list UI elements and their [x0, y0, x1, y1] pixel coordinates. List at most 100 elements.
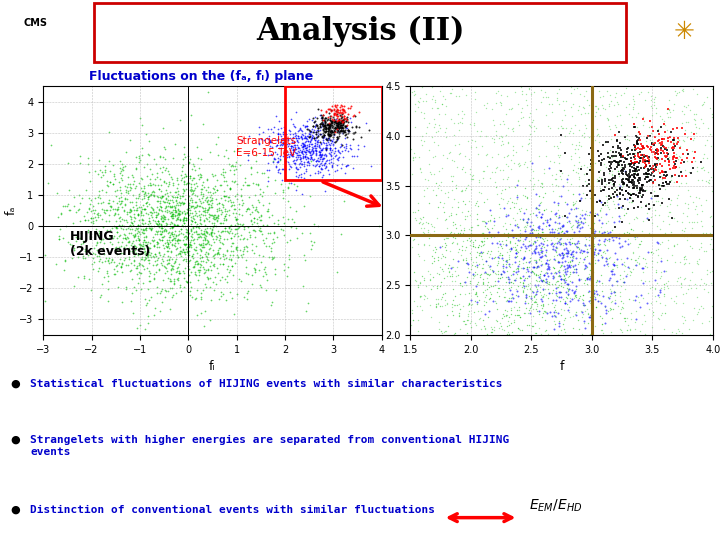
Point [323, 123, 335, 131]
Point [603, 294, 614, 302]
Point [647, 123, 658, 131]
Point [220, 227, 231, 235]
Point [82, 160, 94, 168]
Point [618, 266, 629, 275]
Point [222, 159, 234, 168]
Point [307, 161, 319, 170]
Point [484, 293, 495, 302]
Point [305, 136, 317, 144]
Point [117, 166, 128, 175]
Point [148, 274, 160, 283]
Point [565, 205, 577, 213]
Point [606, 167, 618, 176]
Point [454, 325, 466, 333]
Point [524, 130, 536, 138]
Point [690, 116, 701, 125]
Point [539, 270, 550, 279]
Point [463, 289, 474, 298]
Point [436, 163, 448, 172]
Point [130, 198, 141, 207]
Point [179, 282, 190, 291]
Point [524, 284, 536, 292]
Point [669, 136, 680, 145]
Point [521, 285, 533, 293]
Point [148, 206, 159, 214]
Point [603, 293, 614, 301]
Point [561, 228, 572, 237]
Point [142, 188, 153, 197]
Point [552, 224, 564, 232]
Point [418, 192, 430, 200]
Point [629, 170, 640, 179]
Point [528, 122, 539, 130]
Point [169, 220, 181, 229]
Point [166, 262, 178, 271]
Point [635, 191, 647, 199]
Text: ✳: ✳ [673, 21, 695, 44]
Point [168, 275, 180, 284]
Point [501, 307, 513, 315]
Point [178, 274, 189, 282]
Point [135, 268, 147, 277]
Point [354, 107, 365, 116]
Point [522, 146, 534, 155]
Point [127, 202, 138, 211]
Point [318, 161, 330, 170]
Point [574, 254, 585, 262]
Point [701, 177, 712, 185]
Point [449, 232, 461, 240]
Point [593, 157, 604, 165]
Point [138, 192, 150, 201]
Point [138, 242, 149, 251]
Point [533, 276, 544, 285]
Point [573, 220, 585, 228]
Point [642, 170, 653, 178]
Point [483, 282, 495, 291]
Point [496, 133, 508, 141]
Point [552, 201, 564, 210]
Point [449, 292, 461, 301]
Point [469, 297, 480, 306]
Point [433, 180, 445, 189]
Point [614, 151, 626, 159]
Point [652, 156, 664, 165]
Point [184, 186, 196, 194]
Point [311, 126, 323, 134]
Point [312, 124, 324, 132]
Point [196, 229, 207, 238]
Point [567, 295, 578, 303]
Point [562, 262, 574, 271]
Point [296, 134, 307, 143]
Point [561, 97, 572, 106]
Point [289, 138, 300, 146]
Point [692, 163, 703, 172]
Point [228, 231, 239, 240]
Point [320, 118, 331, 127]
Point [593, 227, 605, 235]
Point [259, 268, 271, 276]
Point [658, 279, 670, 288]
Point [469, 308, 480, 316]
Point [649, 150, 660, 158]
Point [518, 253, 530, 261]
Point [310, 136, 321, 144]
Point [224, 222, 235, 231]
Point [675, 280, 687, 288]
Point [597, 292, 608, 300]
Point [76, 193, 88, 202]
Point [494, 284, 505, 292]
Point [107, 180, 119, 189]
Point [331, 105, 343, 114]
Point [519, 234, 531, 243]
Point [652, 165, 664, 173]
Point [495, 273, 506, 282]
Point [582, 221, 594, 230]
Point [436, 100, 448, 109]
Point [324, 141, 336, 150]
Point [626, 145, 637, 154]
Point [327, 118, 338, 127]
Point [623, 176, 634, 184]
Point [324, 136, 336, 144]
Point [452, 257, 464, 266]
Point [154, 307, 166, 315]
